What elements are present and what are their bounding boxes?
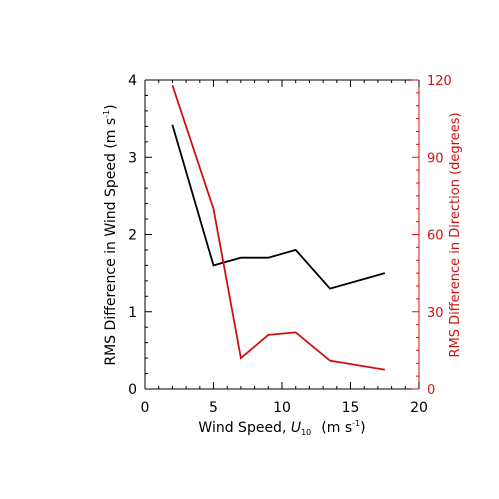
x-tick-label: 5	[209, 400, 218, 416]
y-right-tick-label: 0	[427, 383, 435, 398]
x-tick-label: 15	[342, 400, 360, 416]
y-left-tick-label: 2	[128, 228, 137, 244]
x-tick-label: 0	[141, 400, 150, 416]
x-tick-label: 20	[410, 400, 428, 416]
y-axis-left-title: RMS Difference in Wind Speed (m s-1)	[102, 104, 119, 365]
y-right-tick-label: 120	[427, 74, 452, 89]
y-left-tick-label: 3	[128, 150, 137, 166]
wind-speed-difference-line	[171, 124, 386, 290]
direction-difference-line	[171, 84, 385, 371]
y-left-tick-label: 1	[128, 305, 137, 321]
y-right-tick-label: 60	[427, 229, 444, 244]
ticks: 0 5 10 15 20 0 1 2 3 4 0 30 60 90 120	[128, 73, 452, 416]
y-axis-right-title: RMS Difference in Direction (degrees)	[448, 112, 463, 357]
y-right-tick-label: 90	[427, 151, 444, 166]
x-tick-label: 10	[273, 400, 291, 416]
series	[171, 84, 386, 371]
y-left-tick-label: 4	[128, 73, 137, 89]
y-left-tick-label: 0	[128, 382, 137, 398]
y-right-tick-label: 30	[427, 306, 444, 321]
x-axis-title: Wind Speed, U10 (m s-1)	[198, 419, 365, 437]
